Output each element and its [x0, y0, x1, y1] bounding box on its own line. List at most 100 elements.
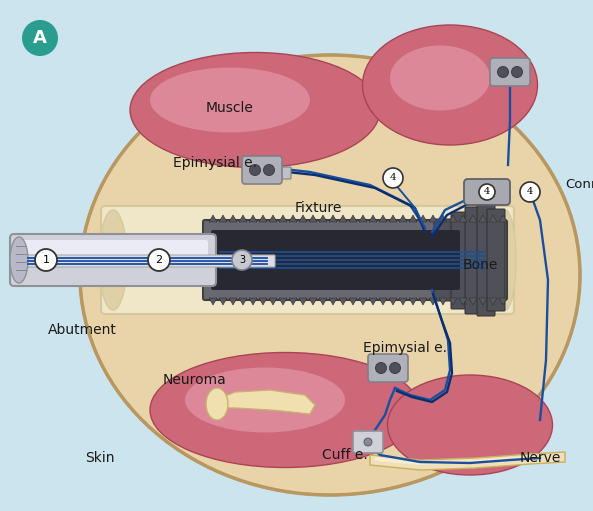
- Circle shape: [263, 165, 275, 175]
- FancyBboxPatch shape: [101, 206, 514, 314]
- Circle shape: [383, 168, 403, 188]
- Polygon shape: [449, 298, 457, 305]
- Polygon shape: [499, 298, 507, 305]
- Polygon shape: [219, 298, 227, 305]
- Text: Skin: Skin: [85, 451, 115, 465]
- Circle shape: [512, 66, 522, 78]
- FancyBboxPatch shape: [368, 354, 408, 382]
- Polygon shape: [479, 215, 487, 222]
- Polygon shape: [489, 215, 497, 222]
- Polygon shape: [429, 215, 437, 222]
- Polygon shape: [429, 298, 437, 305]
- Ellipse shape: [150, 353, 420, 468]
- Polygon shape: [339, 215, 347, 222]
- Circle shape: [375, 362, 387, 374]
- FancyBboxPatch shape: [490, 58, 530, 86]
- Text: Muscle: Muscle: [206, 101, 254, 115]
- Text: 4: 4: [527, 188, 533, 197]
- Polygon shape: [309, 215, 317, 222]
- Polygon shape: [329, 215, 337, 222]
- Polygon shape: [215, 390, 315, 414]
- FancyBboxPatch shape: [10, 234, 216, 286]
- Polygon shape: [279, 215, 287, 222]
- Ellipse shape: [150, 67, 310, 132]
- Polygon shape: [309, 298, 317, 305]
- Polygon shape: [209, 215, 217, 222]
- Polygon shape: [439, 298, 447, 305]
- Ellipse shape: [99, 210, 127, 310]
- Polygon shape: [339, 298, 347, 305]
- Polygon shape: [319, 298, 327, 305]
- Polygon shape: [249, 298, 257, 305]
- Polygon shape: [249, 215, 257, 222]
- FancyBboxPatch shape: [18, 240, 208, 258]
- Text: Epimysial e.: Epimysial e.: [363, 341, 447, 355]
- Polygon shape: [379, 215, 387, 222]
- Polygon shape: [469, 215, 477, 222]
- Polygon shape: [349, 298, 357, 305]
- Text: Abutment: Abutment: [47, 323, 116, 337]
- Text: Nerve: Nerve: [519, 451, 561, 465]
- Text: 3: 3: [239, 255, 245, 265]
- Polygon shape: [399, 215, 407, 222]
- FancyBboxPatch shape: [465, 207, 483, 314]
- Circle shape: [390, 362, 400, 374]
- FancyBboxPatch shape: [434, 219, 452, 301]
- Text: 2: 2: [155, 255, 162, 265]
- Polygon shape: [459, 298, 467, 305]
- Polygon shape: [329, 298, 337, 305]
- Polygon shape: [419, 215, 427, 222]
- Ellipse shape: [387, 375, 553, 475]
- Polygon shape: [409, 298, 417, 305]
- Polygon shape: [389, 298, 397, 305]
- Polygon shape: [229, 298, 237, 305]
- Polygon shape: [319, 215, 327, 222]
- Polygon shape: [489, 298, 497, 305]
- Polygon shape: [419, 298, 427, 305]
- Polygon shape: [229, 215, 237, 222]
- FancyBboxPatch shape: [203, 220, 507, 300]
- Ellipse shape: [10, 237, 28, 283]
- FancyBboxPatch shape: [25, 255, 275, 267]
- Polygon shape: [499, 215, 507, 222]
- FancyBboxPatch shape: [464, 179, 510, 205]
- Polygon shape: [349, 215, 357, 222]
- Ellipse shape: [80, 55, 580, 495]
- Polygon shape: [359, 215, 367, 222]
- Polygon shape: [359, 298, 367, 305]
- Polygon shape: [469, 298, 477, 305]
- FancyBboxPatch shape: [242, 156, 282, 184]
- Polygon shape: [259, 298, 267, 305]
- Circle shape: [479, 184, 495, 200]
- Circle shape: [498, 66, 509, 78]
- Polygon shape: [369, 215, 377, 222]
- Polygon shape: [259, 215, 267, 222]
- Circle shape: [520, 182, 540, 202]
- Polygon shape: [279, 298, 287, 305]
- Circle shape: [35, 249, 57, 271]
- Polygon shape: [269, 298, 277, 305]
- Text: Epimysial e.: Epimysial e.: [173, 156, 257, 170]
- FancyBboxPatch shape: [451, 212, 469, 309]
- FancyBboxPatch shape: [271, 167, 291, 179]
- Circle shape: [364, 438, 372, 446]
- Polygon shape: [289, 215, 297, 222]
- Polygon shape: [370, 452, 565, 470]
- Text: A: A: [33, 29, 47, 47]
- Circle shape: [250, 165, 260, 175]
- Polygon shape: [239, 215, 247, 222]
- Text: Connector: Connector: [565, 178, 593, 192]
- Text: Bone: Bone: [463, 258, 498, 272]
- Ellipse shape: [390, 45, 490, 110]
- Ellipse shape: [494, 210, 516, 310]
- Circle shape: [148, 249, 170, 271]
- Polygon shape: [299, 298, 307, 305]
- Polygon shape: [219, 215, 227, 222]
- Polygon shape: [389, 215, 397, 222]
- FancyBboxPatch shape: [353, 431, 383, 453]
- Polygon shape: [479, 298, 487, 305]
- Polygon shape: [379, 298, 387, 305]
- Circle shape: [232, 250, 252, 270]
- Text: 4: 4: [484, 188, 490, 197]
- Polygon shape: [409, 215, 417, 222]
